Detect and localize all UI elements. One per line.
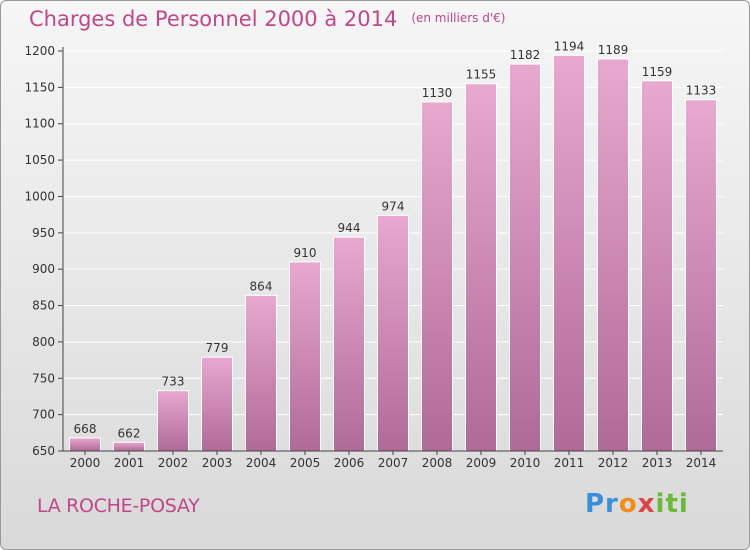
bar-2007: [377, 214, 409, 452]
x-tick-label: 2007: [378, 456, 409, 470]
bar-value-label: 1133: [686, 84, 717, 98]
bar-2003: [201, 356, 233, 452]
bar-value-label: 1155: [466, 68, 497, 82]
x-tick-label: 2013: [642, 456, 673, 470]
bar-2008: [421, 101, 453, 452]
bar-value-label: 974: [382, 199, 405, 213]
x-tick-label: 2002: [158, 456, 189, 470]
bar-value-label: 1130: [422, 86, 453, 100]
x-tick-label: 2004: [246, 456, 277, 470]
bar-2010: [509, 63, 541, 452]
x-tick-label: 2003: [202, 456, 233, 470]
bar-2012: [597, 58, 629, 452]
y-axis: 650 700 750 800 850 900 950 1000 1050 1100 1150 120…: [24, 44, 64, 458]
x-tick-label: 2005: [290, 456, 321, 470]
x-tick-label: 2000: [70, 456, 101, 470]
x-tick-label: 2009: [466, 456, 497, 470]
x-tick-label: 2006: [334, 456, 365, 470]
bar-value-label: 733: [162, 375, 185, 389]
bar-value-label: 864: [250, 279, 273, 293]
bar-value-label: 779: [206, 341, 229, 355]
bar-2000: [69, 437, 101, 452]
y-tick-label: 1200: [24, 44, 55, 58]
x-tick-label: 2012: [598, 456, 629, 470]
bar-2002: [157, 390, 189, 452]
y-tick-label: 700: [32, 408, 55, 422]
y-tick-label: 850: [32, 299, 55, 313]
bar-2006: [333, 236, 365, 452]
bar-2009: [465, 83, 497, 452]
bars: 668 662 733 779 864 910 944 974 1130 1155 1182 1194…: [69, 39, 717, 452]
bar-value-label: 1159: [642, 65, 673, 79]
chart-title-text: Charges de Personnel 2000 à 2014: [29, 7, 398, 31]
bar-2001: [113, 441, 145, 452]
place-label: LA ROCHE-POSAY: [37, 495, 200, 517]
chart-title: Charges de Personnel 2000 à 2014 (en mill…: [29, 7, 505, 31]
x-tick-label: 2011: [554, 456, 585, 470]
y-tick-label: 800: [32, 335, 55, 349]
y-tick-label: 1150: [24, 80, 55, 94]
bar-value-label: 1189: [598, 43, 629, 57]
x-tick-label: 2001: [114, 456, 145, 470]
chart-subtitle: (en milliers d'€): [411, 11, 506, 25]
x-tick-label: 2008: [422, 456, 453, 470]
bar-2011: [553, 54, 585, 452]
y-tick-label: 1050: [24, 153, 55, 167]
bar-2013: [641, 80, 673, 452]
bar-value-label: 910: [294, 246, 317, 260]
bar-value-label: 662: [118, 426, 141, 440]
bar-value-label: 668: [74, 422, 97, 436]
y-tick-label: 950: [32, 226, 55, 240]
bar-2014: [685, 99, 717, 452]
bar-value-label: 1182: [510, 48, 541, 62]
x-tick-label: 2010: [510, 456, 541, 470]
y-tick-label: 750: [32, 371, 55, 385]
y-tick-label: 1000: [24, 189, 55, 203]
bar-value-label: 1194: [554, 39, 585, 53]
x-axis: 2000 2001 2002 2003 2004 2005 2006 2007 2008 2009…: [63, 450, 723, 470]
bar-2004: [245, 294, 277, 452]
y-tick-label: 900: [32, 262, 55, 276]
bar-2005: [289, 261, 321, 452]
y-tick-label: 650: [32, 444, 55, 458]
proxiti-logo: Proxiti: [585, 489, 689, 519]
x-tick-label: 2014: [686, 456, 717, 470]
bar-value-label: 944: [338, 221, 361, 235]
y-tick-label: 1100: [24, 117, 55, 131]
